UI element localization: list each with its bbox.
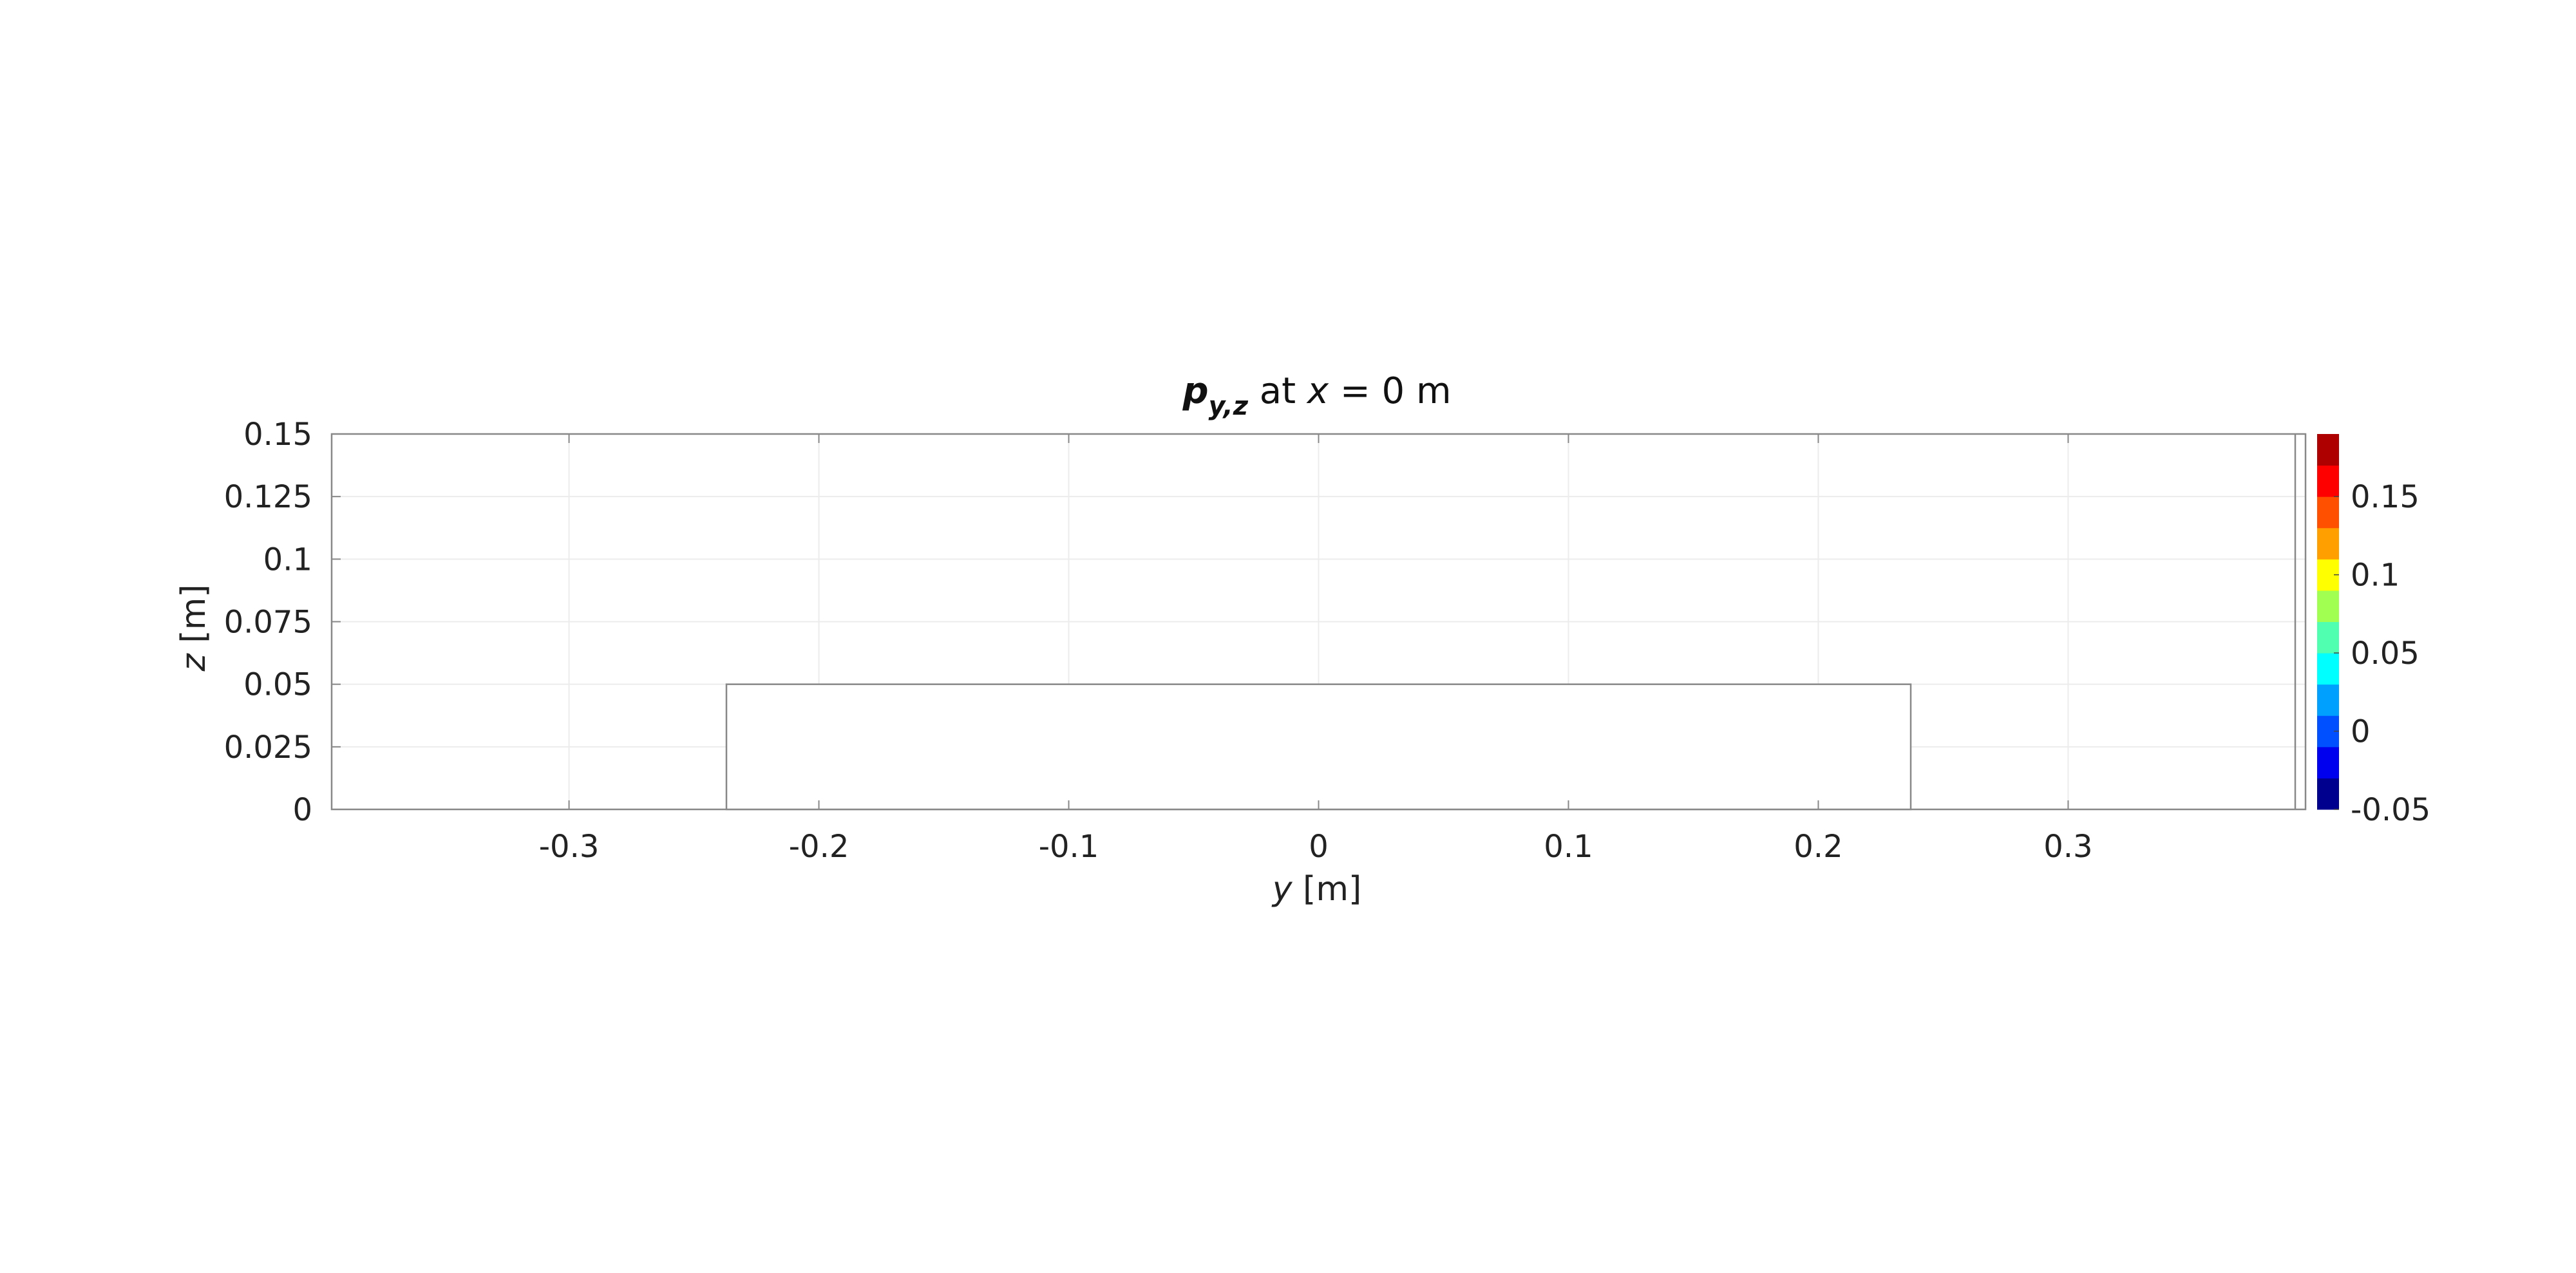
colorbar-tick-label: 0 — [2351, 714, 2371, 750]
y-tick-label: 0.15 — [243, 417, 312, 453]
title-subscript: y,z — [1209, 391, 1249, 421]
colorbar-tick-label: 0.15 — [2351, 479, 2420, 515]
x-tick-label: -0.2 — [789, 829, 849, 865]
colorbar-segment — [2317, 778, 2339, 810]
colorbar-segment — [2317, 621, 2339, 654]
y-tick-label: 0.125 — [224, 479, 312, 515]
colorbar-tick-label: 0.05 — [2351, 636, 2420, 672]
x-tick-label: -0.3 — [539, 829, 600, 865]
colorbar-segment — [2317, 684, 2339, 716]
y-axis-label-unit: [m] — [175, 584, 213, 654]
colorbar-segment — [2317, 653, 2339, 685]
colorbar-segment — [2317, 434, 2339, 466]
x-axis-label-var: y — [1271, 870, 1293, 909]
axis-ticks: -0.3 -0.2 -0.1 0 0.1 0.2 0.3 0 0.025 0.05 0.075 0.1… — [224, 417, 2093, 865]
colorbar-segment — [2317, 746, 2339, 778]
colorbar-segment — [2317, 527, 2339, 560]
colorbar-segment — [2317, 590, 2339, 622]
domain-region-outline — [725, 683, 1912, 811]
x-tick-label: 0.3 — [2043, 829, 2092, 865]
x-tick-label: 0.2 — [1794, 829, 1842, 865]
y-tick-label: 0.075 — [224, 605, 312, 641]
title-mid: at — [1248, 370, 1307, 412]
colorbar-segment — [2317, 465, 2339, 497]
x-tick-label: 0 — [1309, 829, 1329, 865]
title-var: x — [1306, 370, 1329, 412]
colorbar-segment — [2317, 496, 2339, 529]
y-tick-label: 0.05 — [243, 667, 312, 703]
y-tick-label: 0.1 — [263, 542, 312, 578]
title-rest: = 0 m — [1329, 370, 1452, 412]
x-axis-label-unit: [m] — [1293, 870, 1362, 909]
y-tick-label: 0.025 — [224, 730, 312, 766]
colorbar: -0.05 0 0.05 0.1 0.15 — [2317, 434, 2430, 828]
colorbar-tick-label: -0.05 — [2351, 792, 2430, 828]
y-axis-label-var: z — [175, 653, 213, 672]
x-tick-label: 0.1 — [1544, 829, 1593, 865]
y-axis-label: z [m] — [175, 584, 213, 672]
x-axis-label: y [m] — [1271, 870, 1362, 909]
x-tick-label: -0.1 — [1039, 829, 1099, 865]
chart-title: py,z at x = 0 m — [1182, 370, 1451, 421]
y-tick-label: 0 — [292, 792, 312, 828]
colorbar-tick-label: 0.1 — [2351, 558, 2400, 594]
title-symbol: p — [1182, 370, 1208, 412]
